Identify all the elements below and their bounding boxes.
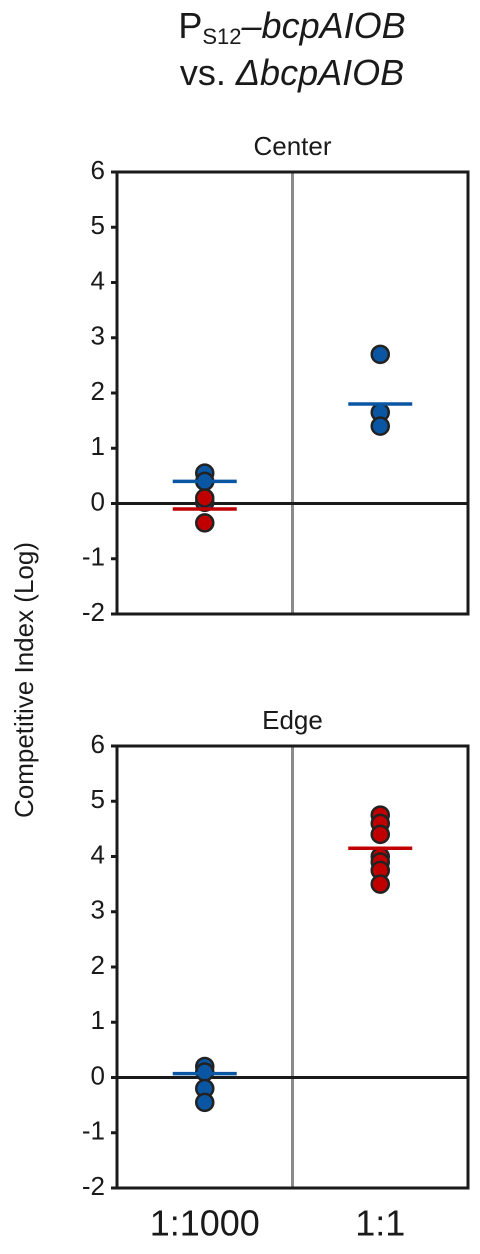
plot-frame xyxy=(115,170,470,616)
y-tick-label: 2 xyxy=(91,950,105,980)
y-tick-label: 2 xyxy=(91,376,105,406)
y-tick-label: 5 xyxy=(91,210,105,240)
x-tick-label: 1:1 xyxy=(355,1203,405,1244)
panel-title: Center xyxy=(253,131,331,161)
title-line-2: vs. ΔbcpAIOB xyxy=(180,52,404,93)
y-tick-label: -1 xyxy=(82,1116,105,1146)
data-point xyxy=(370,824,390,845)
y-tick-label: -1 xyxy=(82,542,105,572)
y-tick-label: -2 xyxy=(82,597,105,627)
panel-title: Edge xyxy=(262,705,323,735)
data-point xyxy=(195,488,215,508)
data-point xyxy=(370,416,390,436)
y-tick-label: 1 xyxy=(91,431,105,461)
title-line-1: PS12–bcpAIOB xyxy=(178,5,405,49)
y-tick-label: 5 xyxy=(91,784,105,814)
title-text: P xyxy=(178,5,202,46)
plot-frame xyxy=(115,744,470,1190)
title-subscript: S12 xyxy=(202,24,241,49)
title-text: ΔbcpAIOB xyxy=(235,52,404,93)
y-tick-label: 3 xyxy=(91,321,105,351)
data-point xyxy=(370,874,390,894)
y-axis-label: Competitive Index (Log) xyxy=(9,542,39,818)
y-tick-label: 0 xyxy=(91,486,105,516)
y-tick-label: 3 xyxy=(91,895,105,925)
y-tick-label: 6 xyxy=(91,155,105,185)
x-tick-label: 1:1000 xyxy=(150,1203,260,1244)
y-tick-label: 4 xyxy=(91,839,105,869)
y-tick-label: -2 xyxy=(82,1171,105,1201)
data-point xyxy=(195,513,215,533)
y-tick-label: 0 xyxy=(91,1060,105,1090)
data-point xyxy=(195,1092,215,1113)
y-tick-label: 1 xyxy=(91,1005,105,1035)
data-point xyxy=(370,344,390,365)
title-text: –bcpAIOB xyxy=(241,5,406,46)
y-tick-label: 4 xyxy=(91,265,105,295)
y-tick-label: 6 xyxy=(91,729,105,759)
title-text: vs. xyxy=(180,52,236,93)
